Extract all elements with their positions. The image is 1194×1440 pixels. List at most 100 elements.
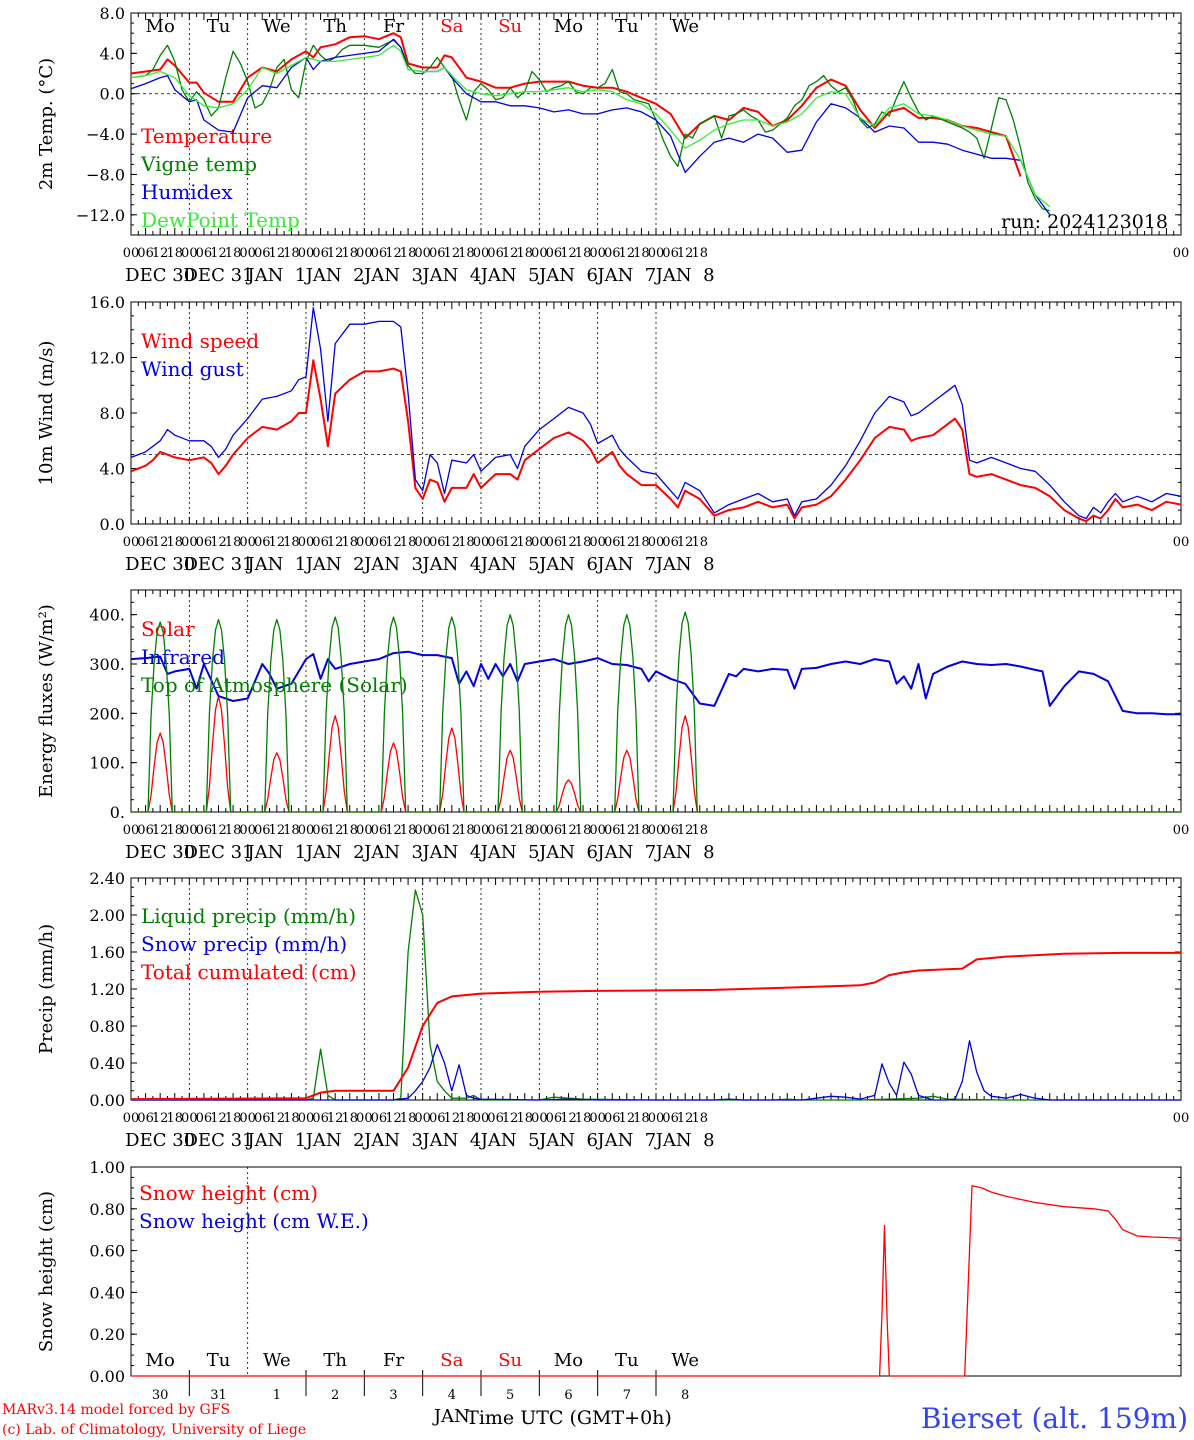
hour-label: 00: [473, 246, 490, 261]
date-label: JAN 8: [654, 554, 715, 575]
hour-label: 06: [137, 246, 154, 261]
series-line-2: [130, 39, 1050, 212]
series-line-2: [130, 650, 1181, 716]
hour-label: 18: [341, 246, 358, 261]
date-label: JAN 3: [362, 265, 423, 286]
hour-label: 00: [239, 535, 256, 550]
hour-label: 00: [648, 535, 665, 550]
hour-label: 00: [589, 1111, 606, 1126]
weekday-label: Su: [498, 16, 522, 37]
hour-label: 06: [546, 823, 563, 838]
hour-label: 06: [312, 823, 329, 838]
hour-label: 12: [152, 535, 169, 550]
y-tick-label: 0.80: [89, 1200, 125, 1219]
hour-label: 06: [662, 246, 679, 261]
date-label: JAN 1: [245, 842, 306, 863]
date-label: JAN 1: [245, 265, 306, 286]
hour-label: 12: [444, 535, 461, 550]
hour-label: 06: [604, 246, 621, 261]
hour-label: 12: [560, 1111, 577, 1126]
hour-label: 00: [648, 246, 665, 261]
legend-entry: Snow precip (mm/h): [141, 932, 347, 956]
series-line-3: [130, 38, 1051, 216]
hour-label: 00: [181, 246, 198, 261]
y-tick-label: 2.00: [89, 906, 125, 925]
hour-label: 12: [210, 246, 227, 261]
date-label: JAN 8: [654, 1130, 715, 1151]
bottom-day-number: 3: [389, 1388, 397, 1403]
hour-label: 06: [312, 246, 329, 261]
hour-label: 18: [633, 1111, 650, 1126]
hour-label: 18: [691, 823, 708, 838]
date-label: JAN 6: [537, 842, 598, 863]
run-label: run: 2024123018: [1001, 211, 1168, 233]
hour-label: 06: [137, 535, 154, 550]
hour-label: 18: [691, 535, 708, 550]
hour-label: 12: [327, 1111, 344, 1126]
hour-label: 18: [575, 246, 592, 261]
legend-entry: Total cumulated (cm): [141, 960, 357, 984]
weekday-label: Tu: [207, 1350, 231, 1371]
credit-lab: (c) Lab. of Climatology, University of L…: [2, 1422, 306, 1438]
hour-label: 12: [269, 535, 286, 550]
hour-label: 12: [560, 823, 577, 838]
y-tick-label: 0.0: [100, 85, 125, 104]
date-label: JAN 7: [595, 265, 656, 286]
hour-label: 06: [312, 535, 329, 550]
series-line-3: [131, 611, 1181, 813]
bottom-day-number: 1: [273, 1388, 281, 1403]
hour-label: 12: [677, 823, 694, 838]
credit-model: MARv3.14 model forced by GFS: [2, 1402, 230, 1418]
weekday-label: Mo: [146, 16, 175, 37]
chart-panel-3: 0.100.200.300.400.0006121800061218000612…: [36, 589, 1190, 863]
legend-entry: Snow height (cm): [139, 1181, 318, 1205]
hour-label: 00: [181, 1111, 198, 1126]
hour-label: 12: [152, 1111, 169, 1126]
date-label: JAN 2: [304, 554, 365, 575]
y-tick-label: 16.0: [89, 293, 125, 312]
hour-label: 18: [400, 535, 417, 550]
hour-label: 00: [473, 535, 490, 550]
hour-label: 00: [356, 535, 373, 550]
date-label: JAN 6: [537, 554, 598, 575]
hour-label: 12: [619, 535, 636, 550]
hour-label: 18: [691, 246, 708, 261]
series-line-1: [131, 1185, 1182, 1377]
hour-label: 06: [196, 823, 213, 838]
hour-label: 12: [560, 246, 577, 261]
hour-label: 00: [648, 1111, 665, 1126]
date-label: JAN 8: [654, 265, 715, 286]
legend-entry: DewPoint Temp: [141, 208, 300, 232]
hour-label: 00: [1173, 246, 1190, 261]
hour-label: 18: [516, 535, 533, 550]
hour-label: 12: [619, 823, 636, 838]
hour-label: 12: [152, 246, 169, 261]
hour-label: 06: [137, 1111, 154, 1126]
hour-label: 18: [225, 1111, 242, 1126]
legend-entry: Top of Atmosphere (Solar): [141, 673, 408, 697]
hour-label: 06: [254, 823, 271, 838]
hour-label: 18: [400, 1111, 417, 1126]
hour-label: 00: [298, 1111, 315, 1126]
y-tick-label: 400.: [89, 606, 125, 625]
y-tick-label: 0.: [110, 803, 125, 822]
x-axis-label: Time UTC (GMT+0h): [466, 1407, 672, 1429]
weekday-label: We: [263, 1350, 291, 1371]
hour-label: 12: [444, 1111, 461, 1126]
weekday-label: Fr: [383, 1350, 404, 1371]
hour-label: 06: [371, 823, 388, 838]
hour-label: 18: [575, 535, 592, 550]
hour-label: 12: [269, 246, 286, 261]
hour-label: 00: [414, 823, 431, 838]
legend-entry: Temperature: [141, 124, 272, 148]
y-tick-label: 0.00: [89, 1091, 125, 1110]
weekday-label: Th: [323, 16, 347, 37]
weekday-label: Mo: [554, 16, 583, 37]
hour-label: 18: [283, 535, 300, 550]
hour-label: 00: [1173, 823, 1190, 838]
hour-label: 00: [531, 823, 548, 838]
hour-label: 00: [648, 823, 665, 838]
y-axis-label: Snow height (cm): [36, 1191, 57, 1352]
y-tick-label: 200.: [89, 704, 125, 723]
